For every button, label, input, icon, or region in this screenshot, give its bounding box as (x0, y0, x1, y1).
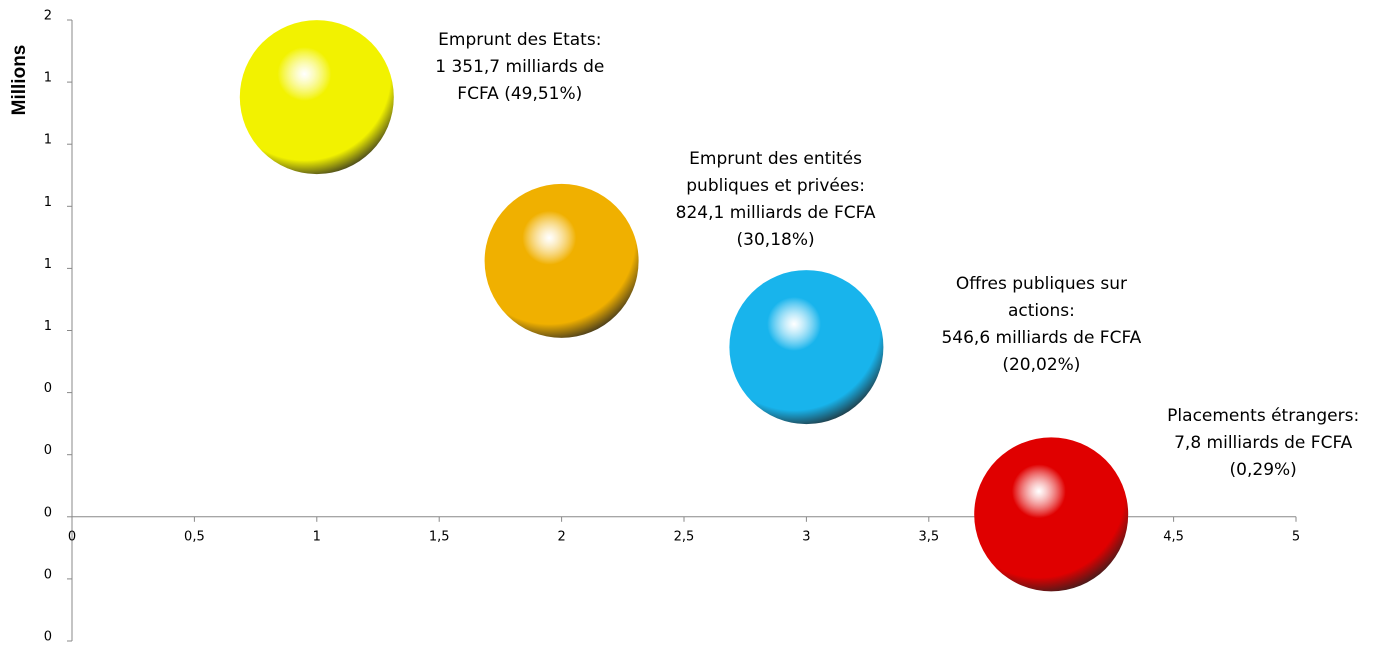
y-tick-label: 0 (44, 505, 52, 520)
data-label: Emprunt des Etats: (438, 30, 601, 50)
data-label: (20,02%) (1002, 355, 1080, 375)
data-label: actions: (1008, 301, 1075, 321)
data-label: (0,29%) (1230, 460, 1297, 480)
data-label: 7,8 milliards de FCFA (1174, 433, 1353, 453)
x-tick-label: 3 (802, 529, 810, 544)
y-axis-title: Millions (9, 45, 30, 116)
y-tick-label: 1 (44, 195, 52, 210)
data-label: FCFA (49,51%) (457, 84, 582, 104)
y-tick-label: 2 (44, 9, 52, 24)
data-label: 824,1 milliards de FCFA (676, 203, 876, 223)
data-label: 546,6 milliards de FCFA (941, 328, 1141, 348)
y-tick-label: 0 (44, 443, 52, 458)
x-tick-label: 2 (557, 529, 565, 544)
x-tick-label: 5 (1292, 529, 1300, 544)
y-tick-label: 0 (44, 381, 52, 396)
y-tick-label: 1 (44, 257, 52, 272)
y-tick-label: 0 (44, 630, 52, 645)
y-tick-label: 0 (44, 567, 52, 582)
y-tick-label: 1 (44, 133, 52, 148)
x-tick-label: 0,5 (184, 529, 205, 544)
y-tick-label: 1 (44, 319, 52, 334)
bubble (729, 270, 884, 425)
bubble (484, 183, 639, 338)
data-label: (30,18%) (737, 230, 815, 250)
bubble (239, 20, 394, 175)
x-tick-label: 1 (313, 529, 321, 544)
data-label: publiques et privées: (686, 176, 865, 196)
x-tick-label: 3,5 (918, 529, 939, 544)
x-tick-label: 4,5 (1163, 529, 1184, 544)
data-label: Emprunt des entités (689, 149, 862, 169)
y-tick-label: 1 (44, 71, 52, 86)
data-label: 1 351,7 milliards de (435, 57, 604, 77)
x-tick-label: 2,5 (674, 529, 695, 544)
data-label: Placements étrangers: (1167, 406, 1359, 426)
x-tick-label: 0 (68, 529, 76, 544)
bubble (974, 437, 1129, 592)
x-tick-label: 1,5 (429, 529, 450, 544)
data-label: Offres publiques sur (956, 274, 1127, 294)
